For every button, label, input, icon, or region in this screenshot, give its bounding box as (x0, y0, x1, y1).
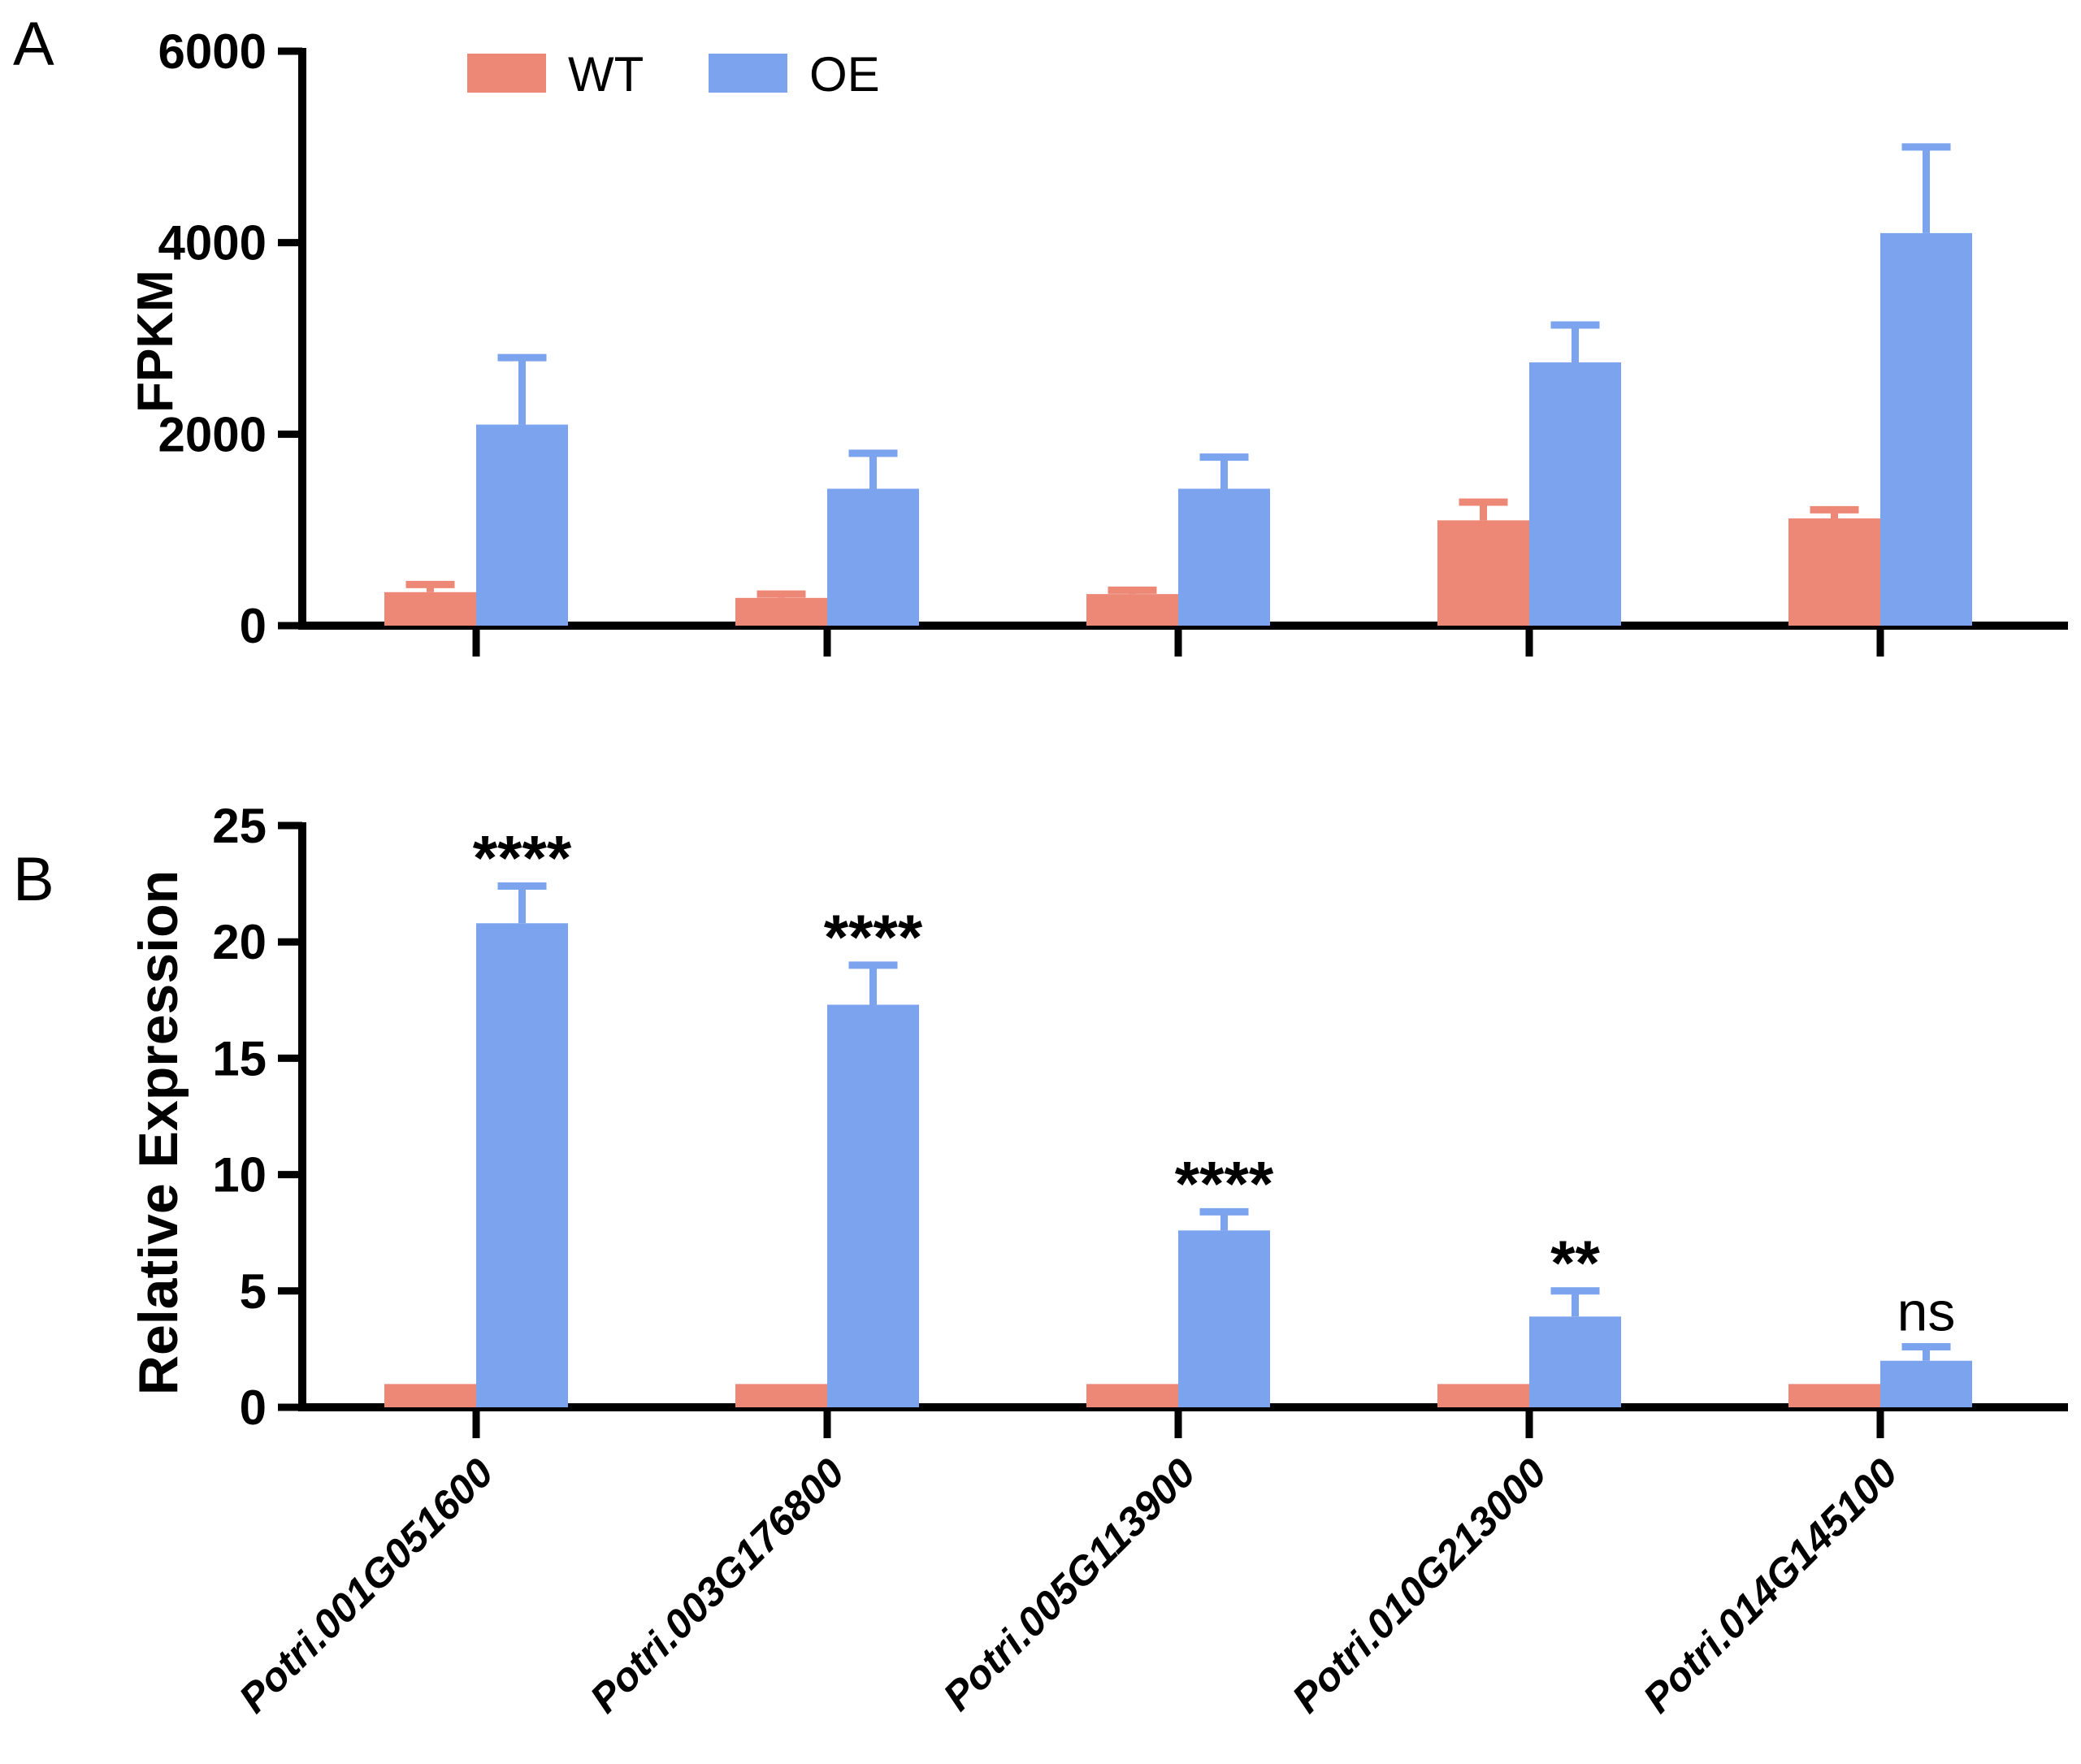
y-tick-label: 2000 (158, 407, 267, 462)
x-category-label-1: Potri.003G176800 (581, 1450, 853, 1722)
panel-b-y-axis-label: Relative Expression (128, 870, 189, 1395)
legend-oe-label: OE (809, 47, 880, 102)
x-category-label-3: Potri.010G213000 (1283, 1450, 1555, 1722)
bar-wt-1 (735, 1384, 827, 1407)
x-category-label-0: Potri.001G051600 (230, 1450, 502, 1722)
panel-b-letter: B (13, 845, 54, 914)
legend-wt-label: WT (568, 47, 644, 102)
significance-label-4: ns (1897, 1281, 1956, 1343)
bar-oe-2 (1178, 1230, 1270, 1407)
y-tick-label: 6000 (158, 24, 267, 79)
bar-oe-4 (1880, 1360, 1972, 1407)
y-tick-label: 15 (212, 1031, 267, 1086)
y-tick-label: 20 (212, 915, 267, 969)
bar-wt-0 (384, 1384, 476, 1407)
y-tick-label: 0 (240, 1380, 267, 1435)
bar-wt-4 (1788, 1384, 1880, 1407)
bar-oe-4 (1880, 232, 1972, 626)
legend: WT OE (467, 47, 880, 102)
legend-oe-swatch (709, 54, 787, 93)
panel-a-y-axis-label: FPKM (128, 270, 184, 413)
y-tick-label: 25 (212, 799, 267, 853)
x-category-label-2: Potri.005G113900 (934, 1450, 1204, 1719)
significance-label-2: **** (1175, 1147, 1274, 1219)
bar-wt-2 (1086, 1384, 1178, 1407)
bar-wt-2 (1086, 594, 1178, 626)
y-tick-label: 4000 (158, 216, 267, 271)
significance-label-0: **** (473, 821, 572, 893)
bar-oe-0 (476, 923, 568, 1407)
bar-oe-3 (1529, 1316, 1621, 1407)
y-tick-label: 5 (240, 1264, 267, 1319)
bar-oe-0 (476, 424, 568, 626)
bar-oe-1 (827, 488, 919, 626)
y-tick-label: 0 (240, 599, 267, 653)
bar-oe-2 (1178, 488, 1270, 626)
panel-a-letter: A (13, 10, 54, 79)
bar-oe-1 (827, 1004, 919, 1407)
bar-wt-3 (1437, 1384, 1529, 1407)
x-category-label-4: Potri.014G145100 (1634, 1450, 1906, 1722)
bar-wt-1 (735, 597, 827, 626)
legend-wt-swatch (467, 54, 546, 93)
bar-wt-0 (384, 592, 476, 626)
bar-wt-4 (1788, 518, 1880, 626)
panel-a-plot: 0 2000 4000 6000 (158, 24, 2068, 657)
significance-label-3: ** (1550, 1227, 1600, 1298)
significance-label-1: **** (824, 901, 923, 973)
y-tick-label: 10 (212, 1148, 267, 1203)
bar-wt-3 (1437, 520, 1529, 626)
bar-oe-3 (1529, 362, 1621, 626)
